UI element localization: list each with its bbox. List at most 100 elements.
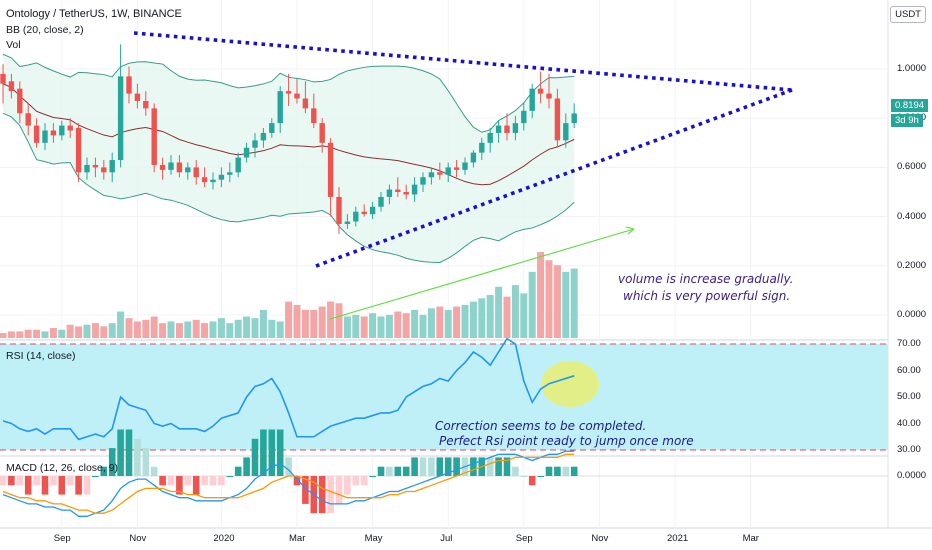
macd-histogram-bar bbox=[562, 466, 570, 476]
rsi-tick-label: 40.00 bbox=[897, 417, 921, 429]
macd-histogram-bar bbox=[302, 476, 309, 504]
volume-bar bbox=[276, 321, 284, 338]
volume-bar bbox=[402, 313, 410, 338]
volume-bar bbox=[184, 321, 192, 338]
candle-body bbox=[453, 167, 460, 170]
macd-histogram-bar bbox=[234, 466, 242, 476]
volume-bar bbox=[343, 316, 351, 338]
volume-bar bbox=[545, 260, 553, 338]
candle-body bbox=[210, 179, 216, 183]
macd-histogram-bar bbox=[159, 476, 166, 486]
macd-histogram-bar bbox=[327, 476, 334, 514]
candle-body bbox=[512, 123, 519, 133]
macd-signal-line bbox=[2, 453, 575, 514]
macd-histogram-bar bbox=[503, 457, 511, 476]
volume-bar bbox=[192, 319, 200, 338]
volume-bar bbox=[125, 318, 133, 338]
volume-bar bbox=[385, 314, 393, 338]
candle-body bbox=[109, 160, 115, 173]
candle-body bbox=[353, 211, 359, 222]
candle-body bbox=[327, 142, 334, 197]
candle-body bbox=[243, 147, 250, 158]
volume-bar bbox=[251, 318, 259, 338]
volume-bar bbox=[511, 285, 519, 338]
last-price-badge: 0.8194 bbox=[891, 99, 929, 113]
macd-histogram-bar bbox=[243, 457, 250, 476]
candle-body bbox=[361, 211, 367, 215]
volume-bar bbox=[318, 306, 326, 338]
candle-body bbox=[92, 164, 99, 168]
time-tick-label: Nov bbox=[591, 533, 609, 544]
volume-trend-arrow bbox=[329, 228, 635, 320]
volume-bar bbox=[453, 306, 461, 338]
volume-bar bbox=[0, 333, 7, 338]
volume-bar bbox=[520, 293, 528, 338]
rsi-band-fill bbox=[0, 344, 888, 450]
bollinger-basis-line bbox=[2, 83, 575, 186]
volume-bar bbox=[436, 306, 444, 338]
macd-histogram-bar bbox=[92, 476, 99, 477]
candle-body bbox=[302, 98, 309, 109]
candle-body bbox=[285, 91, 292, 94]
macd-histogram-bar bbox=[209, 476, 217, 486]
volume-bar bbox=[301, 309, 309, 338]
volume-bar bbox=[159, 323, 167, 338]
price-tick-label: 0.4000 bbox=[897, 210, 927, 222]
macd-histogram-bar bbox=[108, 448, 116, 476]
volume-bar bbox=[259, 309, 267, 338]
candle-body bbox=[260, 132, 267, 141]
volume-bar bbox=[444, 309, 452, 338]
macd-histogram-bar bbox=[167, 476, 175, 486]
volume-bar bbox=[150, 316, 158, 338]
macd-histogram-bar bbox=[0, 476, 7, 486]
candle-body bbox=[428, 172, 435, 178]
time-tick-label: 2021 bbox=[667, 533, 689, 544]
candle-body bbox=[75, 128, 82, 173]
macd-histogram-bar bbox=[218, 476, 225, 486]
price-tick-label: 0.2000 bbox=[897, 259, 927, 271]
volume-bar bbox=[495, 286, 503, 338]
candle-body bbox=[529, 88, 535, 111]
macd-histogram-bar bbox=[495, 457, 502, 476]
volume-bar bbox=[427, 308, 435, 338]
macd-histogram-bar bbox=[394, 466, 402, 476]
macd-histogram-bar bbox=[570, 466, 578, 476]
macd-histogram-bar bbox=[453, 457, 460, 476]
volume-bar bbox=[117, 311, 125, 338]
volume-bar bbox=[394, 311, 402, 338]
macd-histogram-bar bbox=[520, 476, 528, 477]
rsi-tick-label: 60.00 bbox=[897, 364, 921, 376]
volume-bar bbox=[478, 298, 486, 338]
volume-bar bbox=[461, 304, 469, 338]
macd-histogram-bar bbox=[260, 429, 267, 476]
time-tick-label: 2020 bbox=[213, 533, 235, 544]
macd-histogram-bar bbox=[33, 476, 40, 486]
candle-body bbox=[117, 76, 124, 161]
volume-bar bbox=[167, 321, 175, 338]
candle-body bbox=[537, 88, 544, 94]
macd-histogram-bar bbox=[150, 466, 158, 476]
candle-body bbox=[336, 196, 342, 224]
candle-body bbox=[67, 125, 73, 131]
volume-bar bbox=[486, 295, 494, 338]
price-tick-label: 0.0000 bbox=[897, 309, 927, 320]
candle-body bbox=[470, 152, 477, 163]
candle-body bbox=[33, 125, 40, 143]
volume-bar bbox=[377, 316, 385, 338]
time-tick-label: Jul bbox=[440, 533, 453, 544]
time-tick-label: Sep bbox=[515, 533, 533, 544]
macd-histogram-bar bbox=[184, 476, 192, 486]
candle-body bbox=[344, 221, 351, 224]
candle-body bbox=[277, 91, 283, 124]
triangle-upper-line bbox=[133, 31, 793, 92]
candle-body bbox=[252, 140, 258, 148]
volume-bar bbox=[503, 296, 511, 338]
candle-body bbox=[479, 142, 485, 153]
macd-histogram-bar bbox=[41, 476, 49, 495]
macd-histogram-bar bbox=[360, 476, 368, 486]
currency-badge[interactable]: USDT bbox=[890, 6, 926, 23]
volume-bar bbox=[293, 304, 301, 338]
volume-bar bbox=[553, 265, 561, 338]
volume-bar bbox=[16, 331, 24, 338]
bb-indicator-label: BB (20, close, 2) bbox=[6, 24, 84, 36]
